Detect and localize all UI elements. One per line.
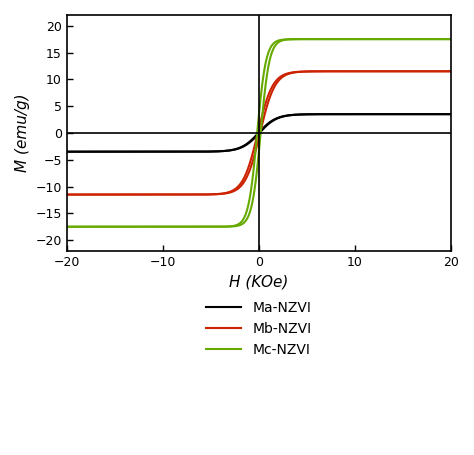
Legend: Ma-NZVI, Mb-NZVI, Mc-NZVI: Ma-NZVI, Mb-NZVI, Mc-NZVI [201, 296, 317, 363]
X-axis label: H (KOe): H (KOe) [229, 274, 289, 289]
Y-axis label: M (emu/g): M (emu/g) [15, 94, 30, 172]
